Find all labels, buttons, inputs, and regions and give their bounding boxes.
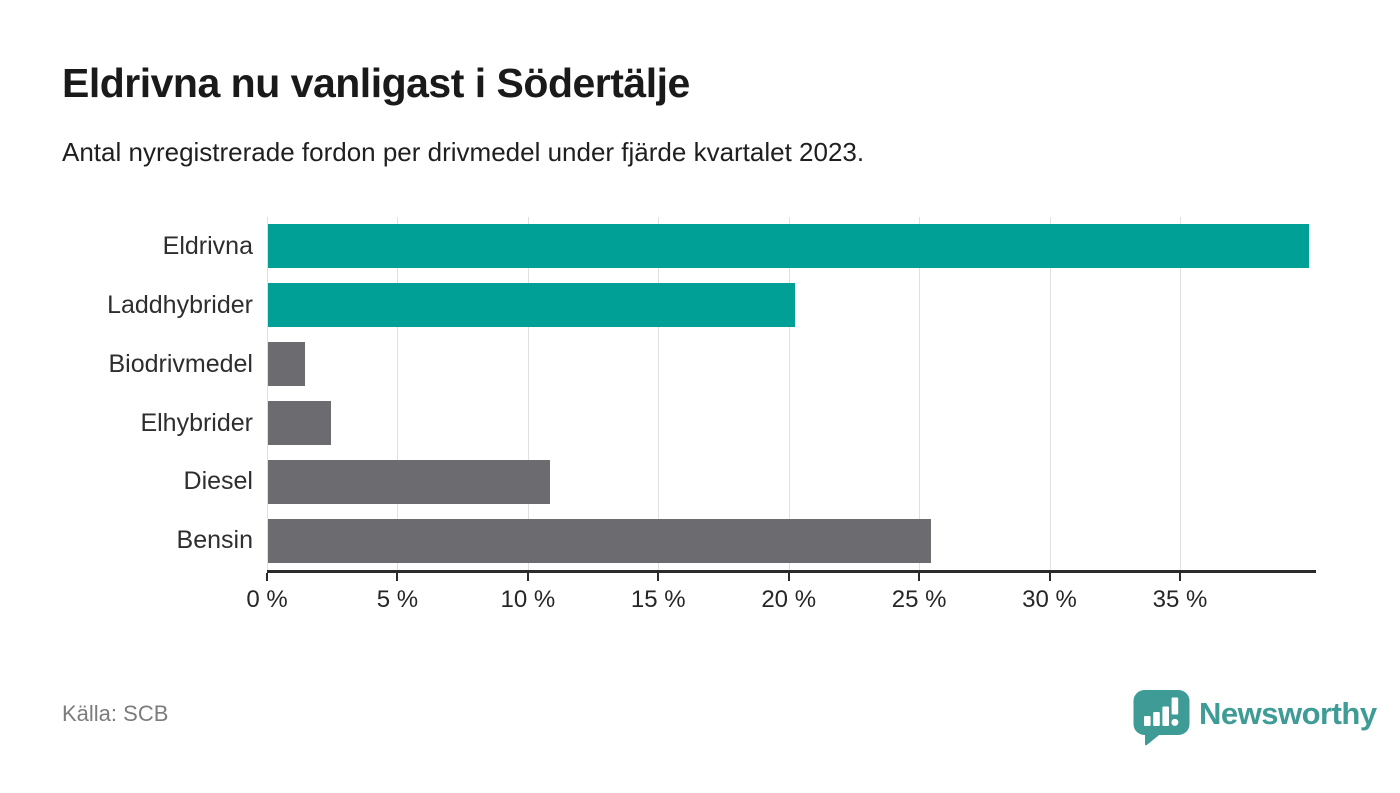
- category-label-eldrivna: Eldrivna: [162, 232, 253, 260]
- gridline-15-pct: [658, 217, 660, 570]
- newsworthy-logo: Newsworthy: [1133, 689, 1377, 748]
- gridline-0-pct: [267, 217, 268, 570]
- x-axis-tick-25: [918, 573, 921, 581]
- gridline-30-pct: [1049, 217, 1051, 570]
- bar-eldrivna: [268, 224, 1309, 269]
- bar-laddhybrider: [268, 283, 795, 328]
- x-tick-label-25: 25 %: [891, 586, 947, 613]
- gridline-35-pct: [1179, 217, 1181, 570]
- bar-elhybrider: [268, 400, 331, 445]
- category-label-bensin: Bensin: [176, 526, 253, 555]
- x-tick-label-0: 0 %: [246, 586, 288, 613]
- x-tick-label-30: 30 %: [1022, 586, 1077, 613]
- bar-bensin: [268, 518, 931, 563]
- x-axis-tick-35: [1178, 573, 1181, 581]
- gridline-25-pct: [919, 217, 921, 570]
- x-axis-tick-10: [526, 573, 529, 581]
- x-axis-tick-30: [1048, 573, 1051, 581]
- gridline-10-pct: [527, 217, 529, 570]
- x-axis-tick-0: [266, 573, 268, 581]
- x-tick-label-15: 15 %: [630, 586, 686, 613]
- x-tick-label-35: 35 %: [1152, 586, 1208, 613]
- x-axis-tick-15: [657, 573, 660, 581]
- source-note: Källa: SCB: [62, 701, 169, 726]
- x-axis-line: [267, 570, 1316, 573]
- gridline-5-pct: [397, 217, 399, 570]
- chart-subtitle: Antal nyregistrerade fordon per drivmede…: [62, 137, 865, 167]
- newsworthy-wordmark: Newsworthy: [1199, 696, 1377, 731]
- x-tick-label-10: 10 %: [500, 586, 556, 613]
- x-axis-tick-20: [787, 573, 790, 581]
- x-tick-label-5: 5 %: [376, 586, 419, 613]
- gridline-20-pct: [788, 217, 790, 570]
- bar-biodrivmedel: [268, 342, 305, 387]
- bar-diesel: [268, 459, 550, 504]
- category-label-laddhybrider: Laddhybrider: [107, 290, 253, 319]
- x-axis-tick-5: [396, 573, 399, 581]
- x-tick-label-20: 20 %: [761, 586, 817, 613]
- category-label-diesel: Diesel: [183, 467, 253, 496]
- chart-title: Eldrivna nu vanligast i Södertälje: [62, 60, 690, 106]
- newsworthy-bubble-chart-icon: [1133, 690, 1190, 746]
- category-label-elhybrider: Elhybrider: [140, 408, 253, 437]
- category-label-biodrivmedel: Biodrivmedel: [108, 349, 253, 378]
